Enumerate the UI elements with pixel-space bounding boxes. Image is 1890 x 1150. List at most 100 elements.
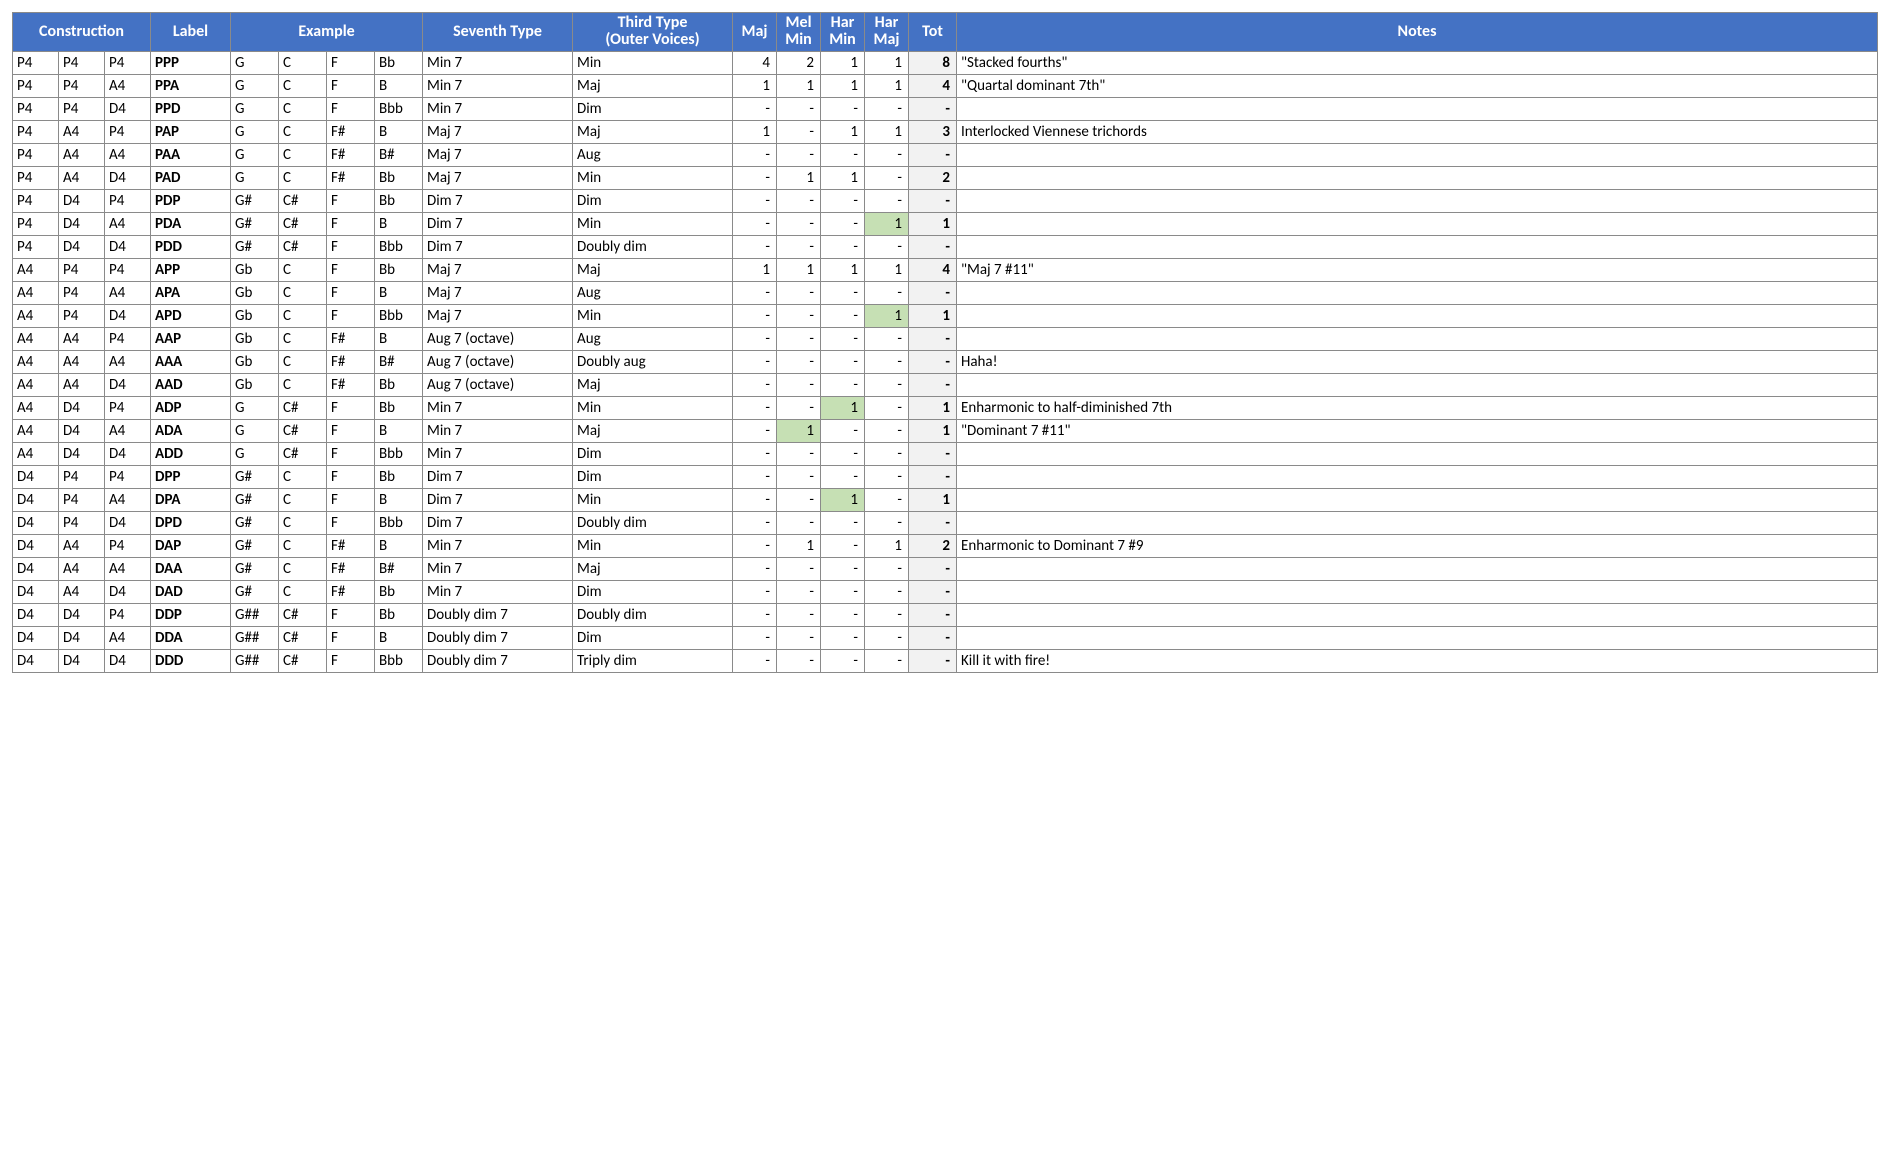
cell-third: Min [573, 212, 733, 235]
cell-example: Gb [231, 350, 279, 373]
cell-third: Min [573, 166, 733, 189]
cell-construction: P4 [59, 51, 105, 74]
cell-construction: D4 [59, 442, 105, 465]
table-row: P4P4D4PPDGCFBbbMin 7Dim----- [13, 97, 1878, 120]
cell-maj: - [733, 97, 777, 120]
cell-example: Bbb [375, 511, 423, 534]
cell-example: C# [279, 235, 327, 258]
cell-example: B [375, 534, 423, 557]
cell-tot: - [909, 649, 957, 672]
cell-notes [957, 143, 1878, 166]
cell-label: AAP [151, 327, 231, 350]
cell-construction: D4 [105, 235, 151, 258]
cell-construction: P4 [105, 189, 151, 212]
cell-tot: 1 [909, 396, 957, 419]
cell-har-maj: - [865, 442, 909, 465]
cell-construction: A4 [105, 488, 151, 511]
cell-seventh: Dim 7 [423, 212, 573, 235]
header-tot: Tot [909, 13, 957, 52]
cell-construction: A4 [59, 557, 105, 580]
cell-maj: - [733, 557, 777, 580]
cell-mel-min: 2 [777, 51, 821, 74]
cell-mel-min: - [777, 649, 821, 672]
cell-label: PDD [151, 235, 231, 258]
cell-third: Dim [573, 580, 733, 603]
cell-label: DAD [151, 580, 231, 603]
cell-third: Aug [573, 143, 733, 166]
cell-third: Doubly dim [573, 603, 733, 626]
cell-har-min: 1 [821, 258, 865, 281]
cell-construction: A4 [13, 327, 59, 350]
cell-third: Triply dim [573, 649, 733, 672]
cell-notes [957, 511, 1878, 534]
cell-har-maj: - [865, 327, 909, 350]
cell-maj: 1 [733, 74, 777, 97]
cell-maj: - [733, 534, 777, 557]
cell-construction: D4 [105, 304, 151, 327]
cell-example: F [327, 212, 375, 235]
table-row: A4A4P4AAPGbCF#BAug 7 (octave)Aug----- [13, 327, 1878, 350]
cell-har-min: - [821, 603, 865, 626]
cell-example: F [327, 488, 375, 511]
cell-example: C [279, 143, 327, 166]
cell-har-maj: - [865, 557, 909, 580]
table-row: D4P4A4DPAG#CFBDim 7Min--1-1 [13, 488, 1878, 511]
cell-label: DPA [151, 488, 231, 511]
cell-example: F [327, 51, 375, 74]
cell-example: F# [327, 327, 375, 350]
cell-seventh: Aug 7 (octave) [423, 327, 573, 350]
cell-construction: A4 [105, 557, 151, 580]
cell-maj: - [733, 626, 777, 649]
cell-maj: - [733, 511, 777, 534]
cell-example: Bb [375, 51, 423, 74]
cell-tot: - [909, 281, 957, 304]
cell-seventh: Min 7 [423, 557, 573, 580]
cell-label: ADD [151, 442, 231, 465]
cell-tot: 4 [909, 258, 957, 281]
cell-construction: D4 [13, 465, 59, 488]
cell-label: PAP [151, 120, 231, 143]
cell-seventh: Min 7 [423, 97, 573, 120]
cell-har-maj: 1 [865, 304, 909, 327]
cell-example: Gb [231, 258, 279, 281]
cell-third: Min [573, 51, 733, 74]
cell-tot: 1 [909, 419, 957, 442]
cell-example: C# [279, 189, 327, 212]
cell-third: Doubly aug [573, 350, 733, 373]
cell-seventh: Doubly dim 7 [423, 649, 573, 672]
cell-example: C [279, 327, 327, 350]
table-row: P4D4D4PDDG#C#FBbbDim 7Doubly dim----- [13, 235, 1878, 258]
cell-seventh: Dim 7 [423, 488, 573, 511]
cell-tot: - [909, 189, 957, 212]
cell-maj: - [733, 212, 777, 235]
cell-seventh: Aug 7 (octave) [423, 373, 573, 396]
cell-example: Gb [231, 327, 279, 350]
cell-har-maj: - [865, 465, 909, 488]
cell-tot: - [909, 327, 957, 350]
cell-mel-min: - [777, 97, 821, 120]
cell-har-min: - [821, 189, 865, 212]
cell-construction: A4 [13, 419, 59, 442]
cell-example: G# [231, 557, 279, 580]
cell-seventh: Dim 7 [423, 465, 573, 488]
cell-tot: - [909, 442, 957, 465]
cell-construction: P4 [105, 396, 151, 419]
cell-example: G# [231, 488, 279, 511]
cell-maj: 4 [733, 51, 777, 74]
cell-seventh: Maj 7 [423, 166, 573, 189]
cell-example: C [279, 51, 327, 74]
cell-construction: A4 [105, 281, 151, 304]
cell-maj: - [733, 166, 777, 189]
cell-construction: A4 [59, 143, 105, 166]
cell-tot: - [909, 626, 957, 649]
cell-construction: D4 [59, 419, 105, 442]
cell-example: C [279, 465, 327, 488]
cell-notes [957, 166, 1878, 189]
cell-example: C [279, 258, 327, 281]
cell-construction: D4 [105, 649, 151, 672]
cell-construction: P4 [59, 258, 105, 281]
cell-construction: D4 [59, 189, 105, 212]
cell-third: Maj [573, 74, 733, 97]
table-row: A4D4D4ADDGC#FBbbMin 7Dim----- [13, 442, 1878, 465]
cell-notes: "Maj 7 #11" [957, 258, 1878, 281]
